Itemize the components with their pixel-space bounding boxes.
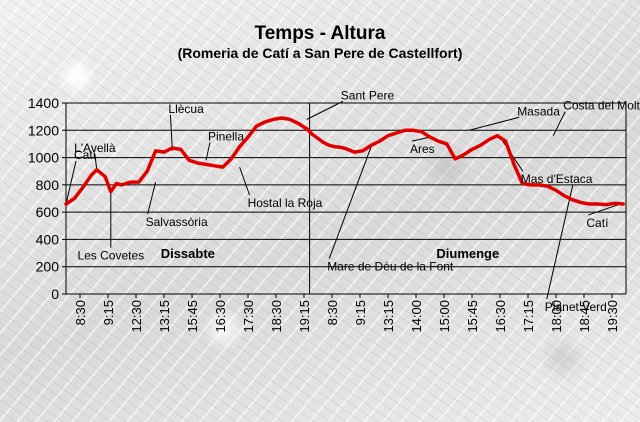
annotation-leader bbox=[411, 136, 431, 142]
annotation-leader bbox=[147, 182, 157, 215]
y-tick-label: 800 bbox=[36, 177, 60, 193]
x-tick-labels: 8:30 9:15 12:30 13:15 15:45 16:30 17:30 18:30 19… bbox=[73, 300, 620, 333]
x-tick-label: 19:30 bbox=[605, 300, 620, 333]
annotation-label: Pinella bbox=[208, 129, 244, 143]
y-tick-label: 1200 bbox=[28, 122, 59, 138]
axes bbox=[62, 102, 627, 298]
x-tick-label: 9:15 bbox=[101, 300, 116, 325]
day-labels: Dissabte Diumenge bbox=[161, 246, 500, 261]
x-tick-label: 17:15 bbox=[521, 300, 536, 333]
altitude-line bbox=[64, 116, 625, 207]
y-tick-labels: 0 200 400 600 800 1000 1200 1400 bbox=[28, 95, 59, 302]
x-tick-label: 15:00 bbox=[437, 300, 452, 333]
annotation-label: Salvassòria bbox=[146, 215, 208, 229]
y-tick-label: 0 bbox=[51, 286, 59, 302]
y-tick-label: 1400 bbox=[28, 95, 59, 111]
annotation-label: Masada bbox=[517, 104, 560, 118]
annotation-leader bbox=[588, 203, 621, 216]
annotation-leader bbox=[65, 160, 77, 205]
y-tick-label: 200 bbox=[36, 259, 60, 275]
day-label: Diumenge bbox=[436, 246, 499, 261]
x-tick-label: 16:30 bbox=[493, 300, 508, 333]
annotation-leader bbox=[94, 153, 98, 170]
annotation-label: Costa del Moltó bbox=[563, 99, 640, 113]
annotation-label: Mare de Déu de la Font bbox=[327, 260, 454, 274]
annotation-leaders bbox=[65, 100, 621, 299]
gridlines bbox=[66, 102, 626, 268]
annotation-leader bbox=[306, 100, 344, 120]
annotation-label: Catí bbox=[74, 148, 97, 162]
annotation-label: Ares bbox=[410, 142, 435, 156]
annotation-label: Planet Verd bbox=[545, 300, 607, 314]
annotation-label: L'Avellà bbox=[74, 141, 116, 155]
annotation-label: Mas d'Estaca bbox=[521, 172, 593, 186]
x-tick-label: 15:45 bbox=[185, 300, 200, 333]
annotation-leader bbox=[205, 142, 211, 161]
x-tick-label: 19:15 bbox=[297, 300, 312, 333]
annotation-label: Sant Pere bbox=[341, 88, 395, 102]
annotation-leader bbox=[239, 166, 251, 196]
x-tick-label: 18:00 bbox=[549, 300, 564, 333]
chart-subtitle: (Romeria de Catí a San Pere de Castellfo… bbox=[178, 45, 463, 61]
annotation-label: Les Covetes bbox=[77, 249, 144, 263]
x-tick-label: 9:15 bbox=[353, 300, 368, 325]
x-tick-label: 13:15 bbox=[157, 300, 172, 333]
series bbox=[64, 116, 625, 207]
x-tick-label: 13:15 bbox=[381, 300, 396, 333]
y-tick-label: 1000 bbox=[28, 150, 59, 166]
annotation-leader bbox=[552, 111, 566, 136]
x-tick-label: 14:00 bbox=[409, 300, 424, 333]
x-tick-label: 17:30 bbox=[241, 300, 256, 333]
y-tick-label: 400 bbox=[36, 231, 60, 247]
x-tick-label: 16:30 bbox=[213, 300, 228, 333]
x-tick-label: 15:45 bbox=[465, 300, 480, 333]
x-tick-label: 8:30 bbox=[325, 300, 340, 325]
x-tick-label: 8:30 bbox=[73, 300, 88, 325]
day-label: Dissabte bbox=[161, 246, 215, 261]
annotation-leader bbox=[546, 184, 574, 299]
annotation-label: Catí bbox=[586, 216, 609, 230]
annotation-label: Llècua bbox=[168, 102, 204, 116]
annotation-leader bbox=[169, 114, 173, 151]
y-tick-label: 600 bbox=[36, 204, 60, 220]
annotation-leader bbox=[469, 116, 520, 131]
x-tick-label: 18:45 bbox=[577, 300, 592, 333]
annotation-leader bbox=[328, 146, 372, 259]
x-tick-label: 18:30 bbox=[269, 300, 284, 333]
chart-title: Temps - Altura bbox=[255, 23, 386, 44]
x-tick-label: 12:30 bbox=[129, 300, 144, 333]
annotation-label: Hostal la Roja bbox=[248, 196, 323, 210]
